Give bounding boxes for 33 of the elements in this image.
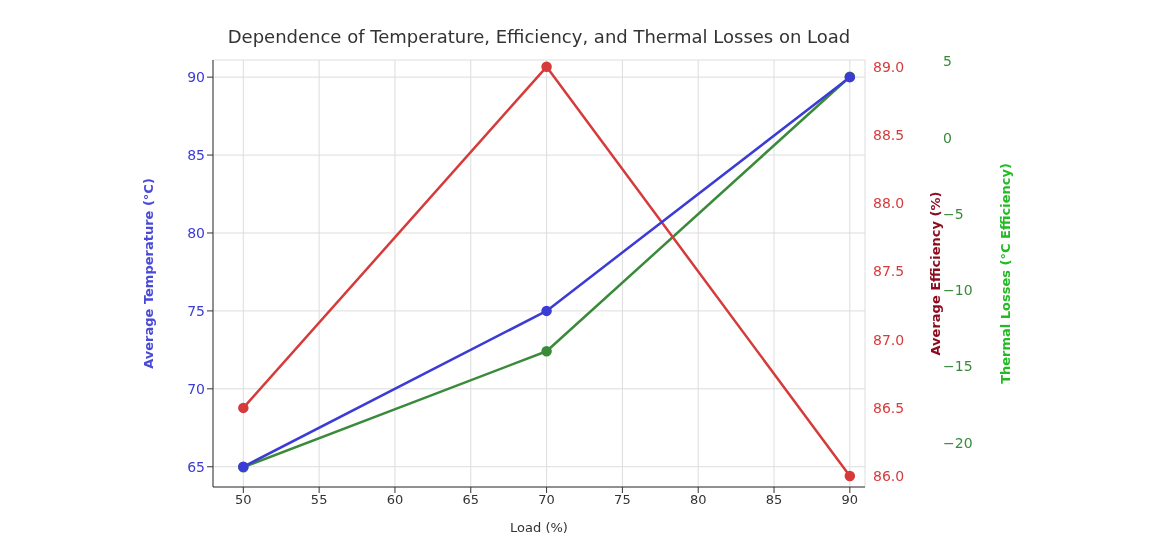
y3-tick-label: −20 — [943, 434, 973, 451]
y2-tick-label: 87.5 — [873, 263, 905, 280]
y-tick-label: 85 — [187, 147, 205, 164]
y-tick-label: 80 — [187, 224, 205, 241]
y3-tick-label: −10 — [943, 282, 973, 299]
y2-tick-label: 88.0 — [873, 195, 905, 212]
y-tick-label: 70 — [187, 380, 205, 397]
y2-axis-title: Average Efficiency (%) — [927, 191, 943, 356]
y3-tick-label: −15 — [943, 358, 973, 375]
y3-axis-title: Thermal Losses (°C Efficiency) — [997, 163, 1013, 384]
x-tick-label: 50 — [235, 492, 252, 508]
y3-tick-label: 0 — [943, 129, 952, 146]
y2-tick-label: 86.0 — [873, 468, 905, 485]
x-tick-label: 60 — [386, 492, 404, 508]
y2-tick-label: 88.5 — [873, 127, 905, 143]
y3-tick-label: −5 — [943, 205, 964, 222]
x-tick-label: 75 — [614, 492, 631, 508]
y2-tick-label: 89.0 — [873, 58, 905, 75]
y-tick-label: 65 — [187, 458, 205, 475]
y-tick-label: 75 — [187, 302, 205, 319]
x-tick-label: 55 — [310, 492, 328, 508]
y-axis-title: Average Temperature (°C) — [140, 178, 156, 369]
x-tick-label: 70 — [538, 492, 555, 508]
x-tick-label: 65 — [462, 492, 480, 508]
x-tick-label: 85 — [765, 492, 783, 508]
y3-tick-label: 5 — [943, 53, 952, 70]
x-tick-label: 80 — [689, 492, 707, 508]
chart-title: Dependence of Temperature, Efficiency, and Thermal Losses on Load — [226, 26, 852, 47]
y2-tick-label: 86.5 — [873, 399, 905, 416]
y2-tick-label: 87.0 — [873, 331, 905, 348]
x-tick-label: 90 — [841, 492, 859, 508]
x-axis-title: Load (%) — [510, 520, 568, 535]
y-tick-label: 90 — [187, 69, 205, 86]
